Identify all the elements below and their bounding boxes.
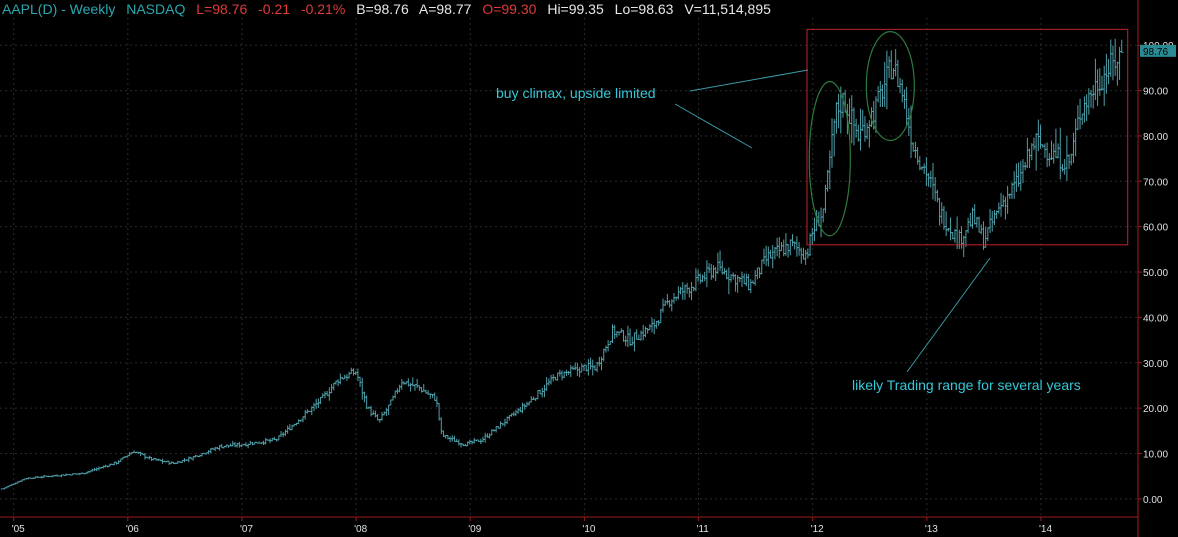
x-tick-label: '14	[1039, 524, 1052, 535]
y-tick-label: 30.00	[1143, 359, 1168, 370]
x-tick-label: '12	[811, 524, 824, 535]
y-tick-label: 50.00	[1143, 268, 1168, 279]
ohlc-bars	[0, 38, 1124, 490]
pointer-line-climax-top	[689, 69, 809, 92]
symbol-label: AAPL(D) - Weekly	[2, 1, 116, 17]
exchange-label: NASDAQ	[126, 1, 186, 17]
price-change-pct: -0.21%	[300, 1, 346, 17]
pointer-line-climax-left	[674, 103, 753, 149]
open-price: O=99.30	[482, 1, 537, 17]
x-tick-label: '10	[582, 524, 595, 535]
annotation-shapes	[674, 28, 1129, 373]
annotation-trading-range: likely Trading range for several years	[852, 377, 1081, 393]
x-tick-label: '05	[12, 524, 25, 535]
y-tick-label: 10.00	[1143, 449, 1168, 460]
low-price: Lo=98.63	[614, 1, 674, 17]
y-tick-label: 40.00	[1143, 313, 1168, 324]
trading-range-box	[806, 28, 1129, 246]
x-tick-label: '08	[354, 524, 367, 535]
y-tick-label: 20.00	[1143, 404, 1168, 415]
ask-price: A=98.77	[418, 1, 472, 17]
annotation-buy-climax: buy climax, upside limited	[496, 85, 656, 101]
high-price: Hi=99.35	[547, 1, 604, 17]
current-price-marker	[1140, 44, 1176, 57]
x-tick-label: '09	[468, 524, 481, 535]
y-tick-label: 90.00	[1143, 87, 1168, 98]
climax-ellipse	[865, 31, 915, 142]
y-tick-label: 70.00	[1143, 177, 1168, 188]
last-price: L=98.76	[196, 1, 248, 17]
x-tick-label: '13	[925, 524, 938, 535]
y-tick-label: 80.00	[1143, 132, 1168, 143]
pointer-line-range	[906, 257, 991, 373]
quote-header: AAPL(D) - Weekly NASDAQ L=98.76 -0.21 -0…	[2, 1, 778, 17]
volume: V=11,514,895	[684, 1, 771, 17]
climax-ellipse	[808, 80, 851, 237]
price-change: -0.21	[258, 1, 291, 17]
y-tick-label: 60.00	[1143, 223, 1168, 234]
current-price-label: 98.76	[1143, 47, 1168, 58]
x-tick-label: '11	[697, 524, 710, 535]
x-tick-label: '07	[240, 524, 253, 535]
y-tick-label: 0.00	[1143, 495, 1163, 506]
chart-grid	[0, 18, 1138, 517]
x-tick-label: '06	[126, 524, 139, 535]
bid-price: B=98.76	[356, 1, 409, 17]
